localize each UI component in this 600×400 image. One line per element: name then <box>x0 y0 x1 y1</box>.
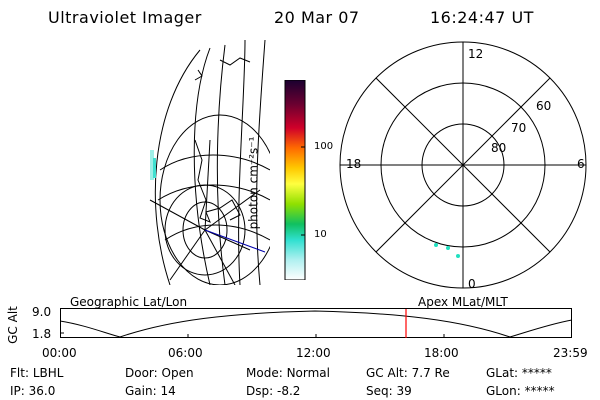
time-tick-0600: 06:00 <box>168 346 203 360</box>
status-seq-label: Seq: <box>366 384 393 398</box>
colorbar-tick-10: 10 <box>314 229 327 240</box>
status-gain: Gain: 14 <box>125 384 176 398</box>
status-gain-label: Gain: <box>125 384 157 398</box>
colorbar-tick-100: 100 <box>314 141 334 152</box>
status-dsp-label: Dsp: <box>246 384 274 398</box>
lat-label-60: 60 <box>536 99 552 113</box>
orbit-altitude-chart <box>60 308 573 338</box>
lat-label-70: 70 <box>511 121 527 135</box>
status-gc-alt-label: GC Alt: <box>366 366 408 380</box>
orbit-y-label: GC Alt <box>5 306 20 344</box>
status-seq: Seq: 39 <box>366 384 412 398</box>
status-ip-label: IP: <box>10 384 25 398</box>
status-mode: Mode: Normal <box>246 366 330 380</box>
status-glat: GLat: ***** <box>486 366 552 380</box>
status-dsp: Dsp: -8.2 <box>246 384 300 398</box>
status-gain-value: 14 <box>160 384 176 398</box>
status-door: Door: Open <box>125 366 194 380</box>
orbit-y-tick-min: 1.8 <box>32 327 52 341</box>
mlt-label-18: 18 <box>346 157 362 171</box>
status-ip-value: 36.0 <box>28 384 56 398</box>
colorbar <box>284 80 306 280</box>
status-gc-alt: GC Alt: 7.7 Re <box>366 366 450 380</box>
orbit-y-tick-max: 9.0 <box>32 305 52 319</box>
orbit-right-title: Apex MLat/MLT <box>418 295 508 309</box>
time-tick-1800: 18:00 <box>424 346 459 360</box>
auroral-points <box>434 243 460 258</box>
status-mode-value: Normal <box>286 366 330 380</box>
status-glat-value: ***** <box>521 366 552 380</box>
time-tick-2359: 23:59 <box>553 346 588 360</box>
status-door-value: Open <box>161 366 194 380</box>
auroral-emission <box>150 150 156 180</box>
status-glon-label: GLon: <box>486 384 521 398</box>
status-door-label: Door: <box>125 366 158 380</box>
status-flt-value: LBHL <box>32 366 64 380</box>
instrument-title: Ultraviolet Imager <box>48 8 202 27</box>
colorbar-unit-label: photon cm⁻²s⁻¹ <box>246 136 261 230</box>
time-tick-1200: 12:00 <box>296 346 331 360</box>
status-glon-value: ***** <box>524 384 555 398</box>
mlt-label-0: 0 <box>468 277 476 291</box>
status-flt-label: Flt: <box>10 366 29 380</box>
status-gc-alt-value: 7.7 Re <box>411 366 450 380</box>
status-flt: Flt: LBHL <box>10 366 63 380</box>
status-mode-label: Mode: <box>246 366 283 380</box>
status-ip: IP: 36.0 <box>10 384 55 398</box>
status-glat-label: GLat: <box>486 366 519 380</box>
mlt-label-6: 6 <box>577 157 585 171</box>
geographic-map <box>149 40 270 285</box>
mlt-label-12: 12 <box>468 47 484 61</box>
status-dsp-value: -8.2 <box>276 384 301 398</box>
lat-label-80: 80 <box>491 141 507 155</box>
time-tick-0000: 00:00 <box>42 346 77 360</box>
status-seq-value: 39 <box>396 384 412 398</box>
polar-mlt-plot <box>339 41 587 289</box>
time-label: 16:24:47 UT <box>430 8 534 27</box>
orbit-altitude-curve <box>60 310 573 338</box>
earth-limb <box>154 49 201 285</box>
sun-direction-line <box>204 229 266 253</box>
status-glon: GLon: ***** <box>486 384 555 398</box>
orbit-frame <box>60 308 572 338</box>
date-label: 20 Mar 07 <box>274 8 360 27</box>
orbit-left-title: Geographic Lat/Lon <box>70 295 188 309</box>
